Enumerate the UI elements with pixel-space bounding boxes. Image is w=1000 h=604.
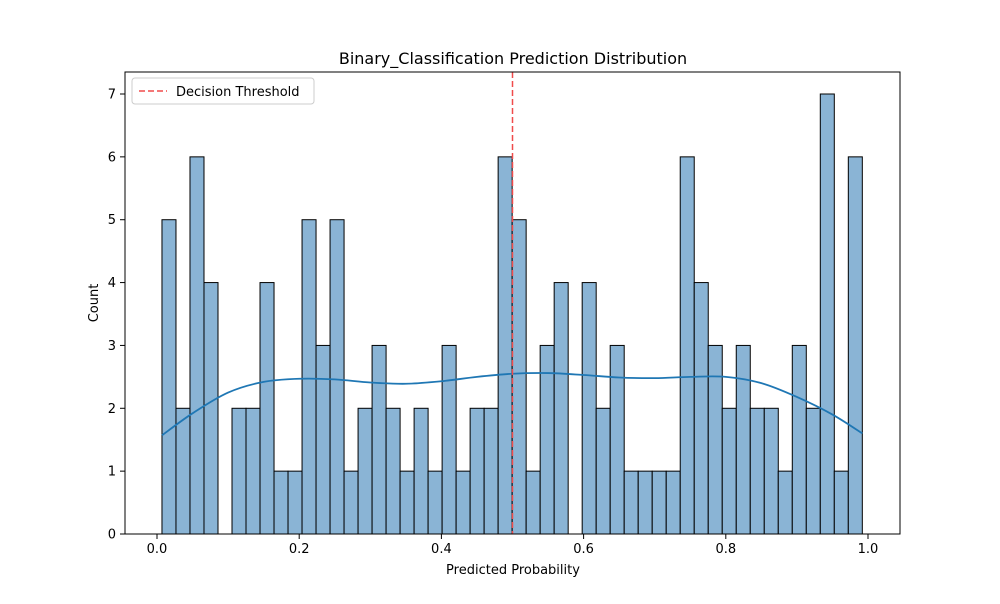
- histogram-bar: [203, 282, 219, 535]
- x-tick-label: 0.6: [573, 542, 594, 557]
- histogram-bar: [273, 470, 289, 535]
- histogram-bar: [441, 344, 457, 535]
- histogram-bar: [469, 407, 485, 535]
- x-tick-label: 0.4: [431, 542, 452, 557]
- histogram-bar: [357, 407, 373, 535]
- histogram-bar: [777, 470, 793, 535]
- y-tick-label: 4: [108, 276, 116, 291]
- legend: Decision Threshold: [131, 77, 315, 105]
- x-tick-label: 0.8: [715, 542, 736, 557]
- histogram-bar: [623, 470, 639, 535]
- histogram-bar: [581, 282, 597, 535]
- histogram-bar: [805, 407, 821, 535]
- y-axis-label: Count: [87, 284, 102, 323]
- legend-threshold-label: Decision Threshold: [176, 85, 300, 100]
- histogram-bar: [707, 344, 723, 535]
- histogram-bar: [301, 219, 317, 535]
- y-tick-label: 7: [108, 88, 116, 103]
- histogram-bar: [525, 470, 541, 535]
- y-tick-label: 5: [108, 213, 116, 228]
- x-axis: 0.0 0.2 0.4 0.6 0.8 1.0: [147, 534, 879, 557]
- histogram-bar: [763, 407, 779, 535]
- histogram-bar: [413, 407, 429, 535]
- histogram-bar: [343, 470, 359, 535]
- y-tick-label: 2: [108, 402, 116, 417]
- y-tick-label: 6: [108, 150, 116, 165]
- histogram-bar: [595, 407, 611, 535]
- histogram-bar: [609, 344, 625, 535]
- histogram-bar: [287, 470, 303, 535]
- histogram-bar: [693, 282, 709, 535]
- histogram-bar: [189, 156, 205, 535]
- histogram-bar: [497, 156, 513, 535]
- histogram-bar: [455, 470, 471, 535]
- x-axis-label: Predicted Probability: [446, 563, 580, 578]
- x-tick-label: 0.0: [147, 542, 168, 557]
- y-axis: 0 1 2 3 4 5 6 7: [108, 88, 125, 543]
- histogram-bar: [245, 407, 261, 535]
- histogram-bar: [511, 219, 527, 535]
- histogram-bar: [553, 282, 569, 535]
- x-tick-label: 1.0: [858, 542, 879, 557]
- legend-box: [131, 77, 315, 105]
- chart-title: Binary_Classification Prediction Distrib…: [339, 49, 687, 69]
- histogram-bar: [749, 407, 765, 535]
- histogram-bar: [819, 93, 835, 535]
- histogram-bar: [427, 470, 443, 535]
- histogram-bar: [833, 470, 849, 535]
- histogram-bar: [791, 344, 807, 535]
- histogram-bar: [315, 344, 331, 535]
- histogram-bar: [231, 407, 247, 535]
- y-tick-label: 3: [108, 339, 116, 354]
- histogram-bar: [161, 219, 177, 535]
- histogram-bar: [399, 470, 415, 535]
- histogram-bar: [175, 407, 191, 535]
- histogram-bar: [329, 219, 345, 535]
- histogram-bar: [483, 407, 499, 535]
- histogram-bar: [721, 407, 737, 535]
- x-tick-label: 0.2: [289, 542, 310, 557]
- histogram-bar: [637, 470, 653, 535]
- histogram-bar: [385, 407, 401, 535]
- histogram-bar: [665, 470, 681, 535]
- histogram-bar: [735, 344, 751, 535]
- y-tick-label: 0: [108, 528, 116, 543]
- histogram-bar: [847, 156, 863, 535]
- y-tick-label: 1: [108, 465, 116, 480]
- histogram-bar: [679, 156, 695, 535]
- histogram-bar: [651, 470, 667, 535]
- plot-frame: [124, 71, 901, 535]
- histogram-bar: [371, 344, 387, 535]
- histogram-bar: [259, 282, 275, 535]
